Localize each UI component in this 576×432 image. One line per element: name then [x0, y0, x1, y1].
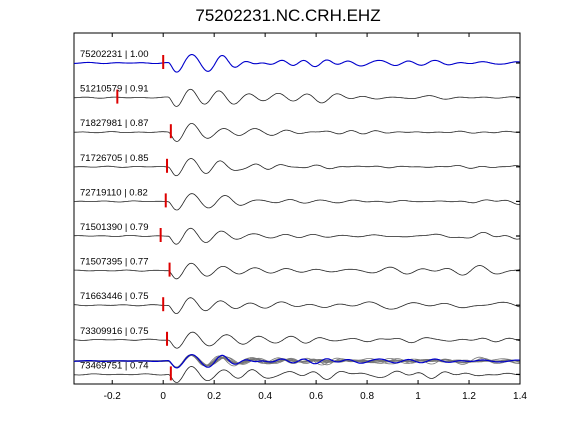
trace-line-8	[74, 297, 520, 314]
x-axis: -0.2 0 0.2 0.4 0.6 0.8 1 1.2 1.4	[104, 33, 527, 402]
x-tick-label-3: 0.2	[207, 391, 221, 402]
x-tick-label-8: 1.2	[462, 391, 476, 402]
traces-group: 75202231 | 1.00 51210579 | 0.91 71827981 |…	[73, 49, 520, 383]
x-tick-label-7: 1	[415, 391, 421, 402]
x-tick-label-2: 0	[160, 391, 166, 402]
trace-label-3: 71827981 | 0.87	[80, 118, 149, 129]
overlay-reference-line	[74, 354, 520, 369]
trace-line-1	[74, 54, 520, 73]
x-tick-label-4: 0.4	[258, 391, 272, 402]
trace-label-1: 75202231 | 1.00	[80, 49, 149, 60]
trace-label-10: 73469751 | 0.74	[80, 360, 149, 371]
x-tick-label-6: 0.8	[360, 391, 374, 402]
trace-label-6: 71501390 | 0.79	[80, 222, 149, 233]
chart-title: 75202231.NC.CRH.EHZ	[195, 6, 381, 25]
trace-label-7: 71507395 | 0.77	[80, 257, 149, 268]
trace-line-4	[73, 158, 520, 177]
trace-label-9: 73309916 | 0.75	[80, 326, 149, 337]
x-tick-label-1: -0.2	[104, 391, 122, 402]
trace-line-2	[73, 88, 520, 107]
trace-line-10	[73, 366, 520, 383]
trace-label-2: 51210579 | 0.91	[80, 84, 149, 95]
axes-box	[73, 32, 521, 385]
x-tick-label-5: 0.6	[309, 391, 323, 402]
trace-line-7	[74, 262, 520, 280]
trace-label-4: 71726705 | 0.85	[80, 153, 149, 164]
trace-line-6	[73, 227, 520, 245]
trace-label-8: 71663446 | 0.75	[80, 291, 149, 302]
trace-line-3	[73, 123, 520, 142]
trace-line-5	[73, 193, 520, 211]
trace-line-9	[73, 331, 520, 349]
trace-label-5: 72719110 | 0.82	[80, 187, 148, 198]
x-tick-label-9: 1.4	[513, 391, 527, 402]
